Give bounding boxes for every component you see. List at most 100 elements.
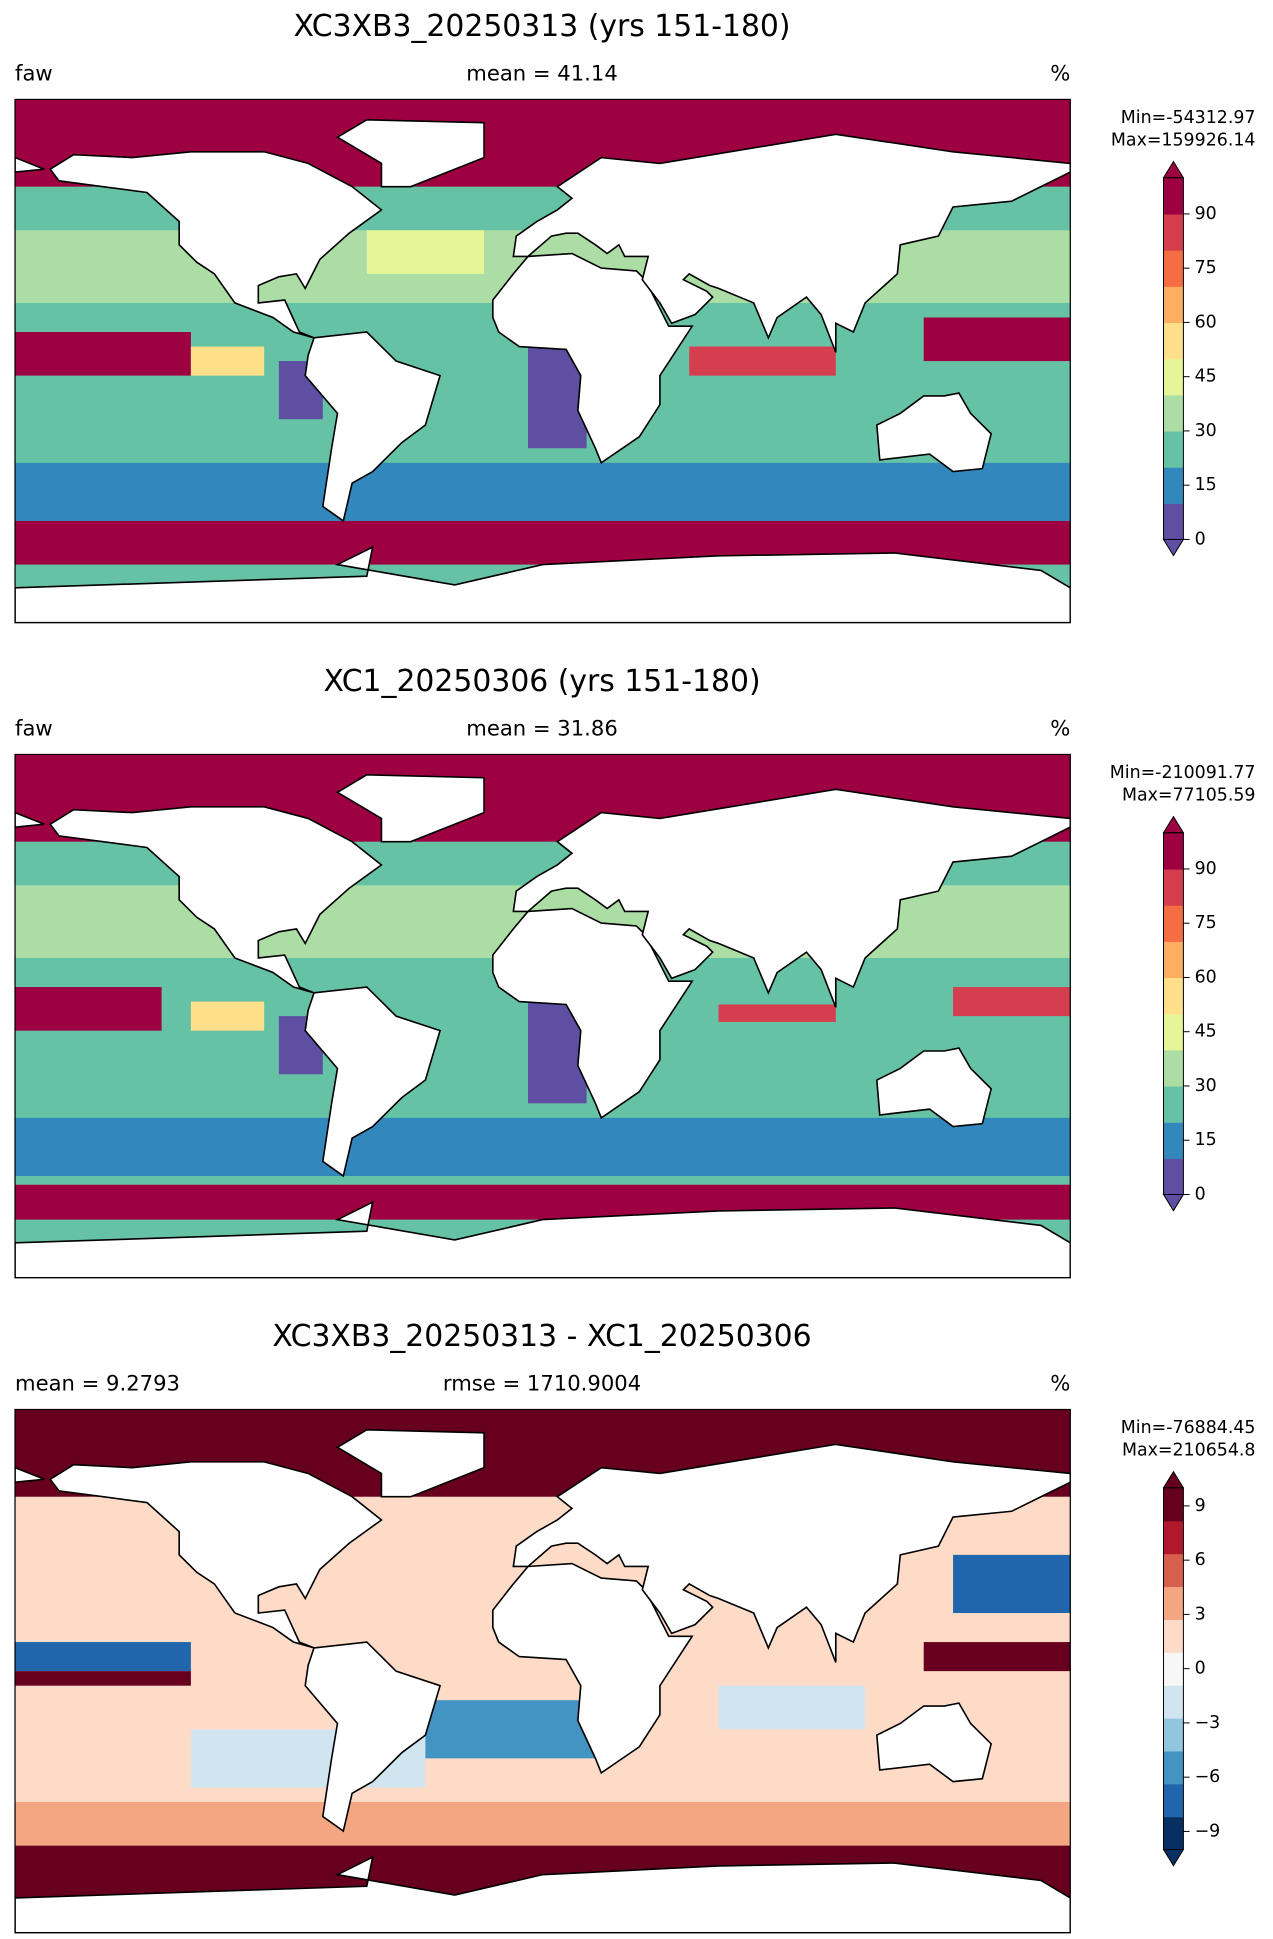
colorbar-tick-label: 15 xyxy=(1195,1130,1217,1150)
colorbar-segment xyxy=(1163,905,1184,942)
colorbar-tick-label: 9 xyxy=(1195,1496,1206,1516)
colorbar-tick-label: 45 xyxy=(1195,367,1217,387)
colorbar-tick-label: 30 xyxy=(1195,1076,1217,1096)
colorbar-segment xyxy=(1163,1750,1184,1785)
colorbar-tick-label: −9 xyxy=(1195,1821,1221,1841)
land xyxy=(15,1200,1071,1278)
colorbar-segment xyxy=(1163,1652,1184,1686)
colorbar-segment xyxy=(1163,1085,1184,1123)
land xyxy=(15,811,45,828)
ocean-field xyxy=(366,230,485,274)
left-label: faw xyxy=(15,61,53,86)
colorbar-segment xyxy=(1163,1586,1184,1620)
colorbar-segment xyxy=(1163,503,1184,541)
land xyxy=(304,331,442,523)
land xyxy=(335,118,485,188)
ocean-field xyxy=(190,1001,265,1031)
ocean-field xyxy=(15,1117,1071,1177)
colorbar-extend xyxy=(1162,1849,1185,1867)
colorbar-segment xyxy=(1163,1816,1184,1851)
colorbar-tick-label: 15 xyxy=(1195,475,1217,495)
colorbar-extend xyxy=(1162,160,1185,179)
colorbar-tick-label: 0 xyxy=(1195,1184,1206,1204)
panel-title: XC1_20250306 (yrs 151-180) xyxy=(323,664,760,699)
land xyxy=(512,788,1071,1008)
ocean-field xyxy=(718,1685,866,1730)
colorbar-segment xyxy=(1163,213,1184,251)
left-label: mean = 9.2793 xyxy=(15,1371,180,1396)
colorbar-tick-label: 30 xyxy=(1195,421,1217,441)
map-frame xyxy=(14,1408,1071,1934)
colorbar-segment xyxy=(1163,430,1184,468)
ocean-field xyxy=(15,332,191,376)
colorbar-segment xyxy=(1163,250,1184,287)
colorbar-tick-label: 75 xyxy=(1195,913,1217,933)
colorbar-tick-label: 60 xyxy=(1195,312,1217,332)
colorbar-segment xyxy=(1163,1049,1184,1087)
colorbar-tick-label: 6 xyxy=(1195,1550,1206,1570)
land xyxy=(335,1429,485,1498)
ocean-field xyxy=(15,1642,191,1672)
land xyxy=(492,907,694,1120)
colorbar-segment xyxy=(1163,1685,1184,1719)
colorbar-segment xyxy=(1163,1158,1184,1196)
land xyxy=(15,1855,1071,1933)
land xyxy=(512,133,1071,353)
colorbar-segment xyxy=(1163,1619,1184,1653)
stat-label: Min=-54312.97 xyxy=(1121,108,1256,128)
colorbar-extend xyxy=(1162,538,1185,557)
colorbar-segment xyxy=(1163,177,1184,215)
land xyxy=(49,150,383,339)
center-label: rmse = 1710.9004 xyxy=(443,1371,641,1396)
colorbar-segment xyxy=(1163,358,1184,396)
ocean-field xyxy=(15,987,162,1031)
colorbar-segment xyxy=(1163,1520,1184,1555)
land xyxy=(15,545,1071,623)
colorbar-segment xyxy=(1163,467,1184,504)
land xyxy=(875,1702,993,1783)
land xyxy=(875,392,993,473)
colorbar-tick-label: 90 xyxy=(1195,204,1217,224)
stat-label: Max=159926.14 xyxy=(1111,130,1256,150)
colorbar-segment xyxy=(1163,1122,1184,1159)
colorbar-segment xyxy=(1163,941,1184,979)
ocean-field xyxy=(689,346,836,376)
center-label: mean = 41.14 xyxy=(466,61,618,86)
land xyxy=(304,1641,442,1833)
land xyxy=(875,1047,993,1128)
center-label: mean = 31.86 xyxy=(466,716,618,741)
land xyxy=(49,1461,383,1649)
colorbar-frame xyxy=(1163,832,1184,1195)
panel-title: XC3XB3_20250313 - XC1_20250306 xyxy=(272,1319,811,1354)
land xyxy=(492,1562,694,1775)
colorbar-segment xyxy=(1163,1783,1184,1818)
stat-label: Max=210654.8 xyxy=(1122,1441,1256,1461)
colorbar-tick-label: 90 xyxy=(1195,859,1217,879)
colorbar-extend xyxy=(1162,1470,1185,1489)
map xyxy=(15,1409,1071,1933)
colorbar-tick-label: 75 xyxy=(1195,258,1217,278)
colorbar-tick-label: −6 xyxy=(1195,1767,1221,1787)
ocean-field xyxy=(923,1642,1071,1672)
land xyxy=(335,774,485,843)
colorbar-segment xyxy=(1163,322,1184,360)
stat-label: Min=-76884.45 xyxy=(1121,1418,1256,1438)
ocean-field xyxy=(190,346,265,376)
land xyxy=(49,805,383,994)
ocean-field xyxy=(953,1554,1071,1614)
colorbar-segment xyxy=(1163,286,1184,324)
colorbar-segment xyxy=(1163,1013,1184,1051)
colorbar-tick-label: 0 xyxy=(1195,529,1206,549)
colorbar-segment xyxy=(1163,1487,1184,1522)
map-frame xyxy=(14,98,1071,624)
stat-label: Max=77105.59 xyxy=(1122,785,1256,805)
ocean-field xyxy=(15,462,1071,521)
map-frame xyxy=(14,753,1071,1279)
ocean-field xyxy=(15,1801,1071,1846)
colorbar-segment xyxy=(1163,1717,1184,1752)
colorbar-frame xyxy=(1163,177,1184,540)
colorbar-segment xyxy=(1163,832,1184,870)
ocean-field xyxy=(718,1004,836,1022)
land xyxy=(512,1443,1071,1663)
